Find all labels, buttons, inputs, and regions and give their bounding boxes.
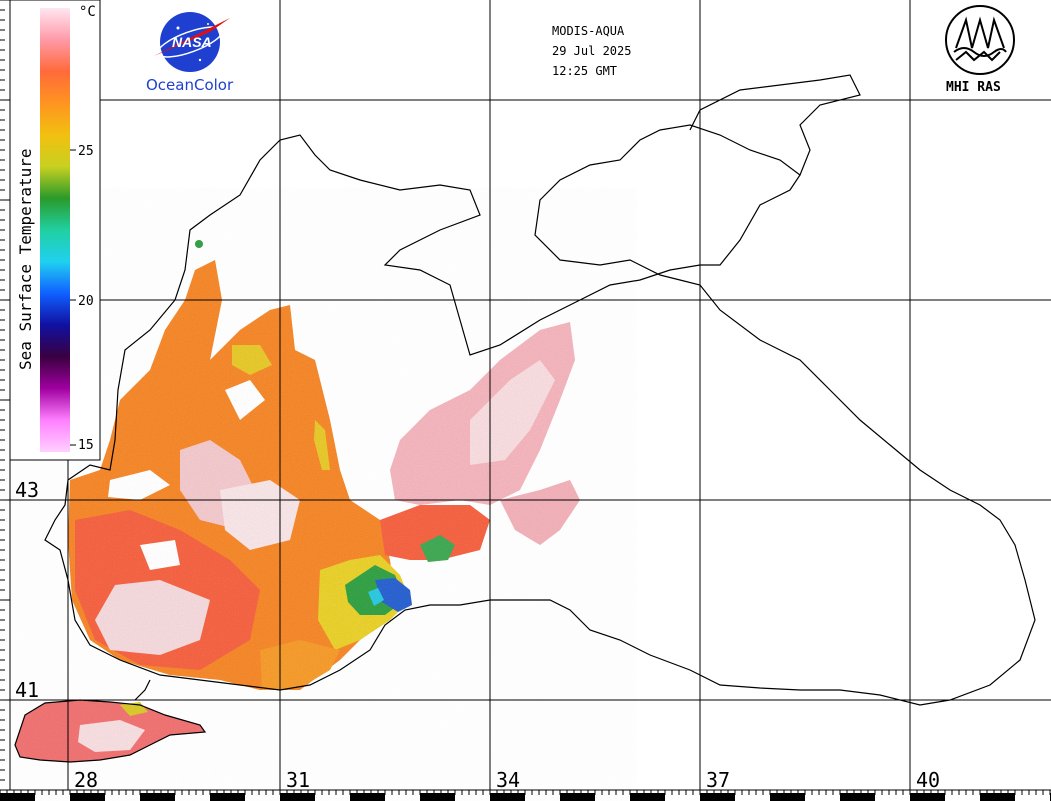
coast-azov bbox=[689, 74, 861, 176]
bottom-ruler-segment bbox=[70, 793, 105, 801]
sst-yellow-strip bbox=[314, 420, 330, 470]
bottom-ruler-segment bbox=[560, 793, 595, 801]
bottom-ruler-segment bbox=[350, 793, 385, 801]
bottom-ruler-segment bbox=[210, 793, 245, 801]
sst-pale-east bbox=[470, 360, 555, 465]
colorbar-tick-25: 25 bbox=[78, 144, 94, 159]
sst-overlay bbox=[15, 240, 580, 762]
cloud-gap-2 bbox=[140, 540, 180, 570]
lon-label-34: 34 bbox=[496, 768, 521, 792]
sst-green-east bbox=[420, 535, 455, 562]
bottom-ruler bbox=[0, 789, 1051, 801]
bottom-ruler-segment bbox=[0, 793, 35, 801]
sst-green-dot bbox=[195, 240, 203, 248]
nasa-logo-text: NASA bbox=[172, 34, 212, 50]
bottom-ruler-segment bbox=[630, 793, 665, 801]
sst-orange-south bbox=[260, 640, 340, 690]
sst-pink-east-2 bbox=[500, 480, 580, 545]
cloud-gap-1 bbox=[108, 470, 170, 500]
colorbar-title: Sea Surface Temperature bbox=[16, 148, 35, 370]
time-label: 12:25 GMT bbox=[552, 64, 618, 78]
colorbar-tick-15: 15 bbox=[78, 438, 94, 453]
cloud-gap-3 bbox=[225, 380, 265, 420]
date-label: 29 Jul 2025 bbox=[552, 44, 632, 58]
sst-red-south bbox=[380, 505, 490, 560]
bottom-ruler-segment bbox=[420, 793, 455, 801]
lon-label-40: 40 bbox=[916, 768, 941, 792]
lon-label-31: 31 bbox=[286, 768, 311, 792]
sensor-label: MODIS-AQUA bbox=[552, 24, 625, 38]
coast-bosporus bbox=[134, 679, 151, 701]
bottom-ruler-segment bbox=[770, 793, 805, 801]
bottom-ruler-segment bbox=[280, 793, 315, 801]
coast-north bbox=[44, 124, 1036, 706]
lat-lon-grid bbox=[10, 0, 1051, 790]
sst-blue-coast bbox=[375, 578, 412, 612]
colorbar-strip bbox=[40, 8, 76, 452]
mhi-ras-logo bbox=[945, 5, 1015, 75]
lat-label-43: 43 bbox=[15, 478, 40, 502]
bottom-ruler-segment bbox=[980, 793, 1015, 801]
left-ruler bbox=[0, 0, 11, 790]
bottom-ruler-segment bbox=[490, 793, 525, 801]
bottom-ruler-segment bbox=[910, 793, 945, 801]
sst-cyan-coast bbox=[368, 588, 384, 606]
bottom-ruler-segment bbox=[700, 793, 735, 801]
lon-label-37: 37 bbox=[706, 768, 731, 792]
nasa-logo bbox=[154, 12, 230, 72]
lon-label-28: 28 bbox=[74, 768, 99, 792]
sst-yellow-north bbox=[232, 345, 272, 375]
oceancolor-label: OceanColor bbox=[146, 76, 234, 94]
bottom-ruler-segment bbox=[140, 793, 175, 801]
sst-marmara-pale bbox=[78, 720, 145, 752]
colorbar-gradient bbox=[40, 8, 70, 452]
colorbar-unit: °C bbox=[79, 4, 96, 20]
lat-label-41: 41 bbox=[15, 678, 40, 702]
mhi-ras-label: MHI RAS bbox=[946, 80, 1001, 95]
sst-pale-west bbox=[95, 580, 210, 655]
bottom-ruler-segment bbox=[840, 793, 875, 801]
coast-marmara bbox=[14, 699, 207, 763]
colorbar-tick-20: 20 bbox=[78, 294, 94, 309]
coastline bbox=[14, 74, 1036, 763]
